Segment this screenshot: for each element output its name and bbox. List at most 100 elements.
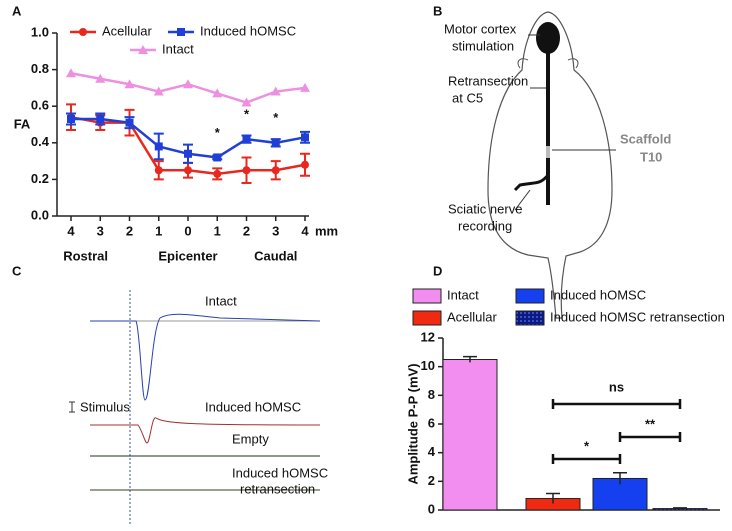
bracket <box>551 454 622 464</box>
marker <box>153 86 164 96</box>
y-tick-label: 0.0 <box>31 207 49 222</box>
marker <box>242 166 251 175</box>
significance: * <box>244 107 250 122</box>
x-tick-label: 1 <box>214 223 221 238</box>
x-tick-label: 2 <box>243 223 250 238</box>
bracket <box>618 432 682 442</box>
error-bar <box>463 355 477 363</box>
diagram-label: stimulation <box>452 38 514 53</box>
x-group-label: Rostral <box>63 248 108 263</box>
bracket <box>551 399 682 409</box>
x-group-label: Epicenter <box>158 248 217 263</box>
significance: * <box>215 125 221 140</box>
x-tick-label: 4 <box>301 223 309 238</box>
marker <box>270 86 281 96</box>
y-tick-label: 8 <box>428 387 435 402</box>
marker <box>213 153 222 162</box>
trace-label: retransection <box>240 481 315 496</box>
diagram-label: at C5 <box>452 90 483 105</box>
significance: * <box>273 110 279 125</box>
rat-diagram <box>487 11 616 319</box>
y-tick-label: 10 <box>421 358 435 373</box>
diagram-label: recording <box>458 218 512 233</box>
x-tick-label: 0 <box>184 223 191 238</box>
diagram-label: Retransection <box>448 73 528 88</box>
marker <box>67 115 75 124</box>
legend-label: Acellular <box>102 23 153 38</box>
marker <box>242 135 251 144</box>
x-tick-label: 3 <box>272 223 279 238</box>
marker <box>241 97 252 107</box>
y-tick-label: 0.4 <box>31 134 50 149</box>
error-bar <box>613 471 627 485</box>
marker <box>301 133 309 142</box>
induced-trace <box>90 417 321 444</box>
sciatic-nerve <box>513 174 550 192</box>
marker <box>213 169 222 178</box>
marker <box>96 115 105 124</box>
y-tick-label: 2 <box>428 473 435 488</box>
x-tick-label: 4 <box>67 223 75 238</box>
y-tick-label: 0.8 <box>31 61 49 76</box>
brain <box>536 22 560 54</box>
y-tick-label: 0 <box>428 501 435 516</box>
marker <box>301 160 309 169</box>
x-tick-label: 2 <box>126 223 133 238</box>
legend-swatch <box>412 288 442 304</box>
rat-ears <box>517 58 579 69</box>
intact-trace <box>90 313 321 401</box>
x-tick-label: 1 <box>155 223 162 238</box>
bracket-label: ns <box>609 379 624 394</box>
scale-bar <box>69 401 75 413</box>
y-tick-label: 12 <box>421 329 435 344</box>
marker <box>300 82 310 92</box>
legend-swatch <box>515 310 545 326</box>
legend-label: Intact <box>162 41 194 56</box>
marker <box>271 166 280 175</box>
traces <box>69 290 321 525</box>
trace-label: Stimulus <box>80 399 130 414</box>
marker <box>154 166 163 175</box>
diagram-label: T10 <box>640 149 662 164</box>
panel-letter: B <box>433 3 442 18</box>
bracket-label: ** <box>645 416 656 431</box>
marker <box>154 142 163 151</box>
marker <box>212 88 223 98</box>
x-unit: mm <box>315 223 338 238</box>
panel-letter: D <box>433 263 442 278</box>
pointer <box>514 189 531 211</box>
y-tick-label: 0.2 <box>31 171 49 186</box>
trace-label: Empty <box>232 431 269 446</box>
legend-label: Acellular <box>447 309 498 324</box>
marker <box>184 166 192 175</box>
error-bar <box>546 492 560 504</box>
legend-label: Induced hOMSC <box>200 23 296 38</box>
marker <box>66 68 76 78</box>
marker <box>125 118 134 127</box>
trace-label: Induced hOMSC <box>232 465 328 480</box>
marker <box>271 138 280 147</box>
y-tick-label: 4 <box>428 444 436 459</box>
legend-swatch <box>515 288 545 304</box>
y-tick-label: 1.0 <box>31 24 49 39</box>
trace-label: Induced hOMSC <box>205 399 301 414</box>
bar <box>442 359 498 511</box>
diagram-label: Motor cortex <box>444 21 517 36</box>
y-tick-label: 0.6 <box>31 98 49 113</box>
y-axis-label: Amplitude P-P (mV) <box>405 363 420 484</box>
diagram-label: Sciatic nerve <box>448 201 522 216</box>
marker <box>184 149 192 158</box>
legend-label: Induced hOMSC <box>550 287 646 302</box>
panel-letter: C <box>12 263 22 278</box>
error-bar <box>673 507 687 510</box>
marker <box>79 28 87 36</box>
x-group-label: Caudal <box>254 248 297 263</box>
legend-swatch <box>412 310 442 326</box>
diagram-label: Scaffold <box>620 131 671 146</box>
marker <box>124 79 135 89</box>
marker <box>95 73 106 83</box>
panel-letter: A <box>12 3 22 18</box>
marker <box>138 45 148 54</box>
bracket-label: * <box>584 438 590 453</box>
